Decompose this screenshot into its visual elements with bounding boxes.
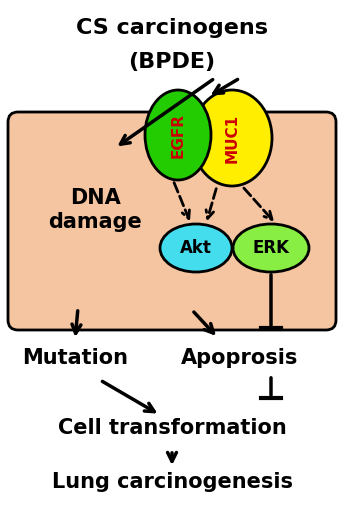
- Text: DNA
damage: DNA damage: [48, 188, 142, 232]
- Ellipse shape: [145, 90, 211, 180]
- Text: (BPDE): (BPDE): [128, 52, 216, 72]
- Text: CS carcinogens: CS carcinogens: [76, 18, 268, 38]
- Text: Akt: Akt: [180, 239, 212, 257]
- Text: EGFR: EGFR: [171, 113, 185, 158]
- Ellipse shape: [233, 224, 309, 272]
- Ellipse shape: [160, 224, 232, 272]
- Text: ERK: ERK: [252, 239, 290, 257]
- Text: MUC1: MUC1: [225, 113, 239, 162]
- Text: Apoprosis: Apoprosis: [181, 348, 299, 368]
- FancyBboxPatch shape: [8, 112, 336, 330]
- Text: Lung carcinogenesis: Lung carcinogenesis: [52, 472, 292, 492]
- Ellipse shape: [192, 90, 272, 186]
- Text: Cell transformation: Cell transformation: [58, 418, 286, 438]
- Text: Mutation: Mutation: [22, 348, 128, 368]
